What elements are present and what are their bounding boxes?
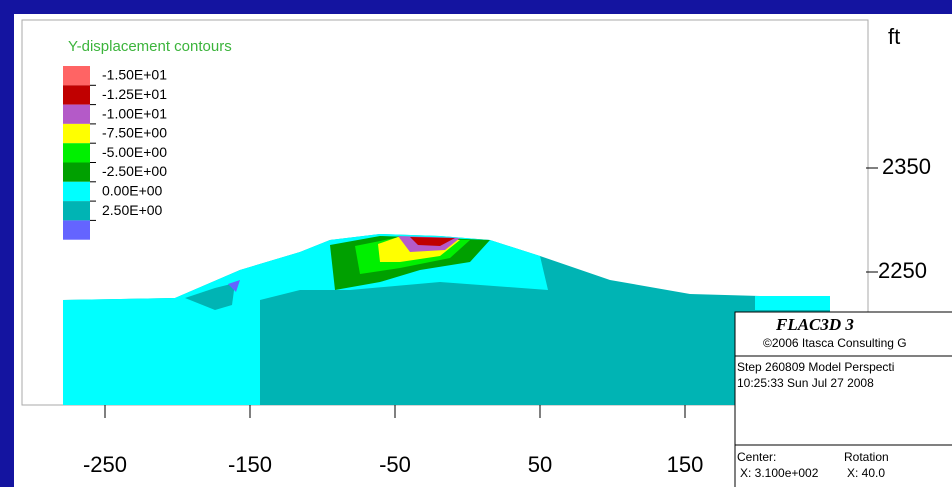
product: FLAC3D 3 [775,315,854,334]
legend-swatch [63,85,90,105]
region-teal-left [185,283,235,310]
y-tick-label: 2350 [882,154,931,179]
x-tick-label: -50 [379,452,411,477]
x-axis: -250 -150 -50 50 150 [83,405,703,477]
region-blue [228,280,240,292]
x-tick-label: 50 [528,452,552,477]
legend-title: Y-displacement contours [68,38,232,55]
legend-swatch [63,162,90,182]
center-label: Center: [737,450,776,464]
center-x: X: 3.100e+002 [740,466,819,480]
legend-label: 0.00E+00 [102,183,163,199]
legend-swatch [63,143,90,163]
contour-plot [63,234,830,405]
time: 10:25:33 Sun Jul 27 2008 [737,376,874,390]
legend-swatch [63,123,90,144]
region-red [410,237,455,246]
region-cyan [63,234,548,405]
legend-label: -5.00E+00 [102,144,167,160]
step: Step 260809 Model Perspecti [737,360,894,374]
x-tick-label: -250 [83,452,127,477]
legend-label: -1.00E+01 [102,105,167,121]
y-unit: ft [888,24,900,49]
x-tick-label: 150 [667,452,704,477]
rotation-x: X: 40.0 [847,466,885,480]
legend-swatch [63,66,90,86]
legend-swatch [63,220,90,240]
legend-label: -7.50E+00 [102,125,167,141]
legend-label: 2.50E+00 [102,202,163,218]
y-tick-label: 2250 [878,258,927,283]
legend-label: -1.50E+01 [102,67,167,83]
copyright: ©2006 Itasca Consulting G [763,336,907,350]
legend-swatch [63,104,90,124]
legend-label: -2.50E+00 [102,163,167,179]
legend: -1.50E+01 -1.25E+01 -1.00E+01 -7.50E+00 -5.0… [63,66,167,240]
legend-label: -1.25E+01 [102,86,167,102]
legend-swatch [63,181,90,202]
legend-swatch [63,201,90,221]
info-border [734,311,952,487]
info-box: FLAC3D 3 ©2006 Itasca Consulting G Step … [734,311,952,487]
rotation-label: Rotation [844,450,889,464]
region-cyan-right [755,296,830,310]
x-tick-label: -150 [228,452,272,477]
